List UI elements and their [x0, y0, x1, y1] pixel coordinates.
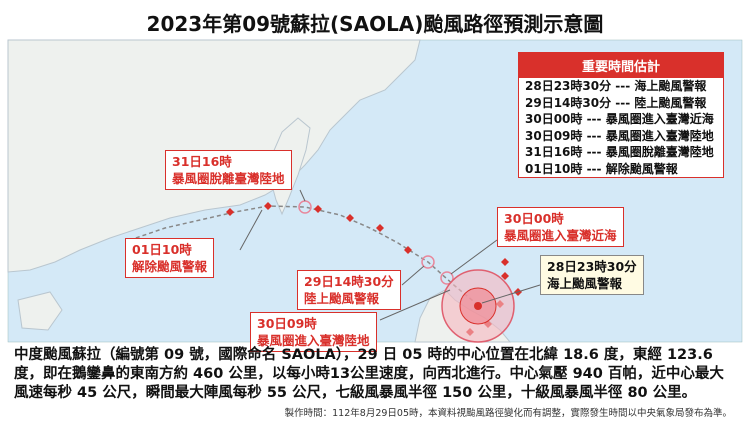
callout: 30日09時 暴風圈進入臺灣陸地: [250, 312, 377, 352]
callout-time: 30日00時: [504, 211, 564, 226]
callout-event: 解除颱風警報: [132, 259, 208, 274]
key-times: 重要時間估計 28日23時30分 --- 海上颱風警報 29日14時30分 --…: [518, 52, 724, 178]
callout-time: 29日14時30分: [304, 274, 394, 289]
footer: 製作時間：112年8月29日05時，本資料視颱風路徑變化而有調整，實際發生時間以…: [284, 408, 732, 419]
callout-time: 28日23時30分: [547, 259, 637, 274]
callout-event: 暴風圈進入臺灣近海: [504, 228, 617, 243]
callout: 30日00時 暴風圈進入臺灣近海: [497, 207, 624, 247]
callout-event: 海上颱風警報: [547, 276, 623, 291]
key-time: 28日23時30分 --- 海上颱風警報: [525, 79, 707, 93]
callout-event: 暴風圈進入臺灣陸地: [257, 333, 370, 348]
callout: 01日10時 解除颱風警報: [125, 238, 215, 278]
callout-event: 暴風圈脫離臺灣陸地: [172, 171, 285, 186]
description: 中度颱風蘇拉（編號第 09 號，國際命名 SAOLA），29 日 05 時的中心…: [14, 347, 724, 401]
key-time: 30日09時 --- 暴風圈進入臺灣陸地: [525, 128, 714, 143]
key-times-title: 重要時間估計: [519, 53, 723, 78]
callout-time: 31日16時: [172, 154, 232, 169]
callout: 28日23時30分 海上颱風警報: [540, 255, 644, 295]
key-time: 01日10時 --- 解除颱風警報: [525, 161, 678, 176]
key-time: 30日00時 --- 暴風圈進入臺灣近海: [525, 112, 714, 126]
callout-time: 30日09時: [257, 316, 317, 331]
key-time: 31日16時 --- 暴風圈脫離臺灣陸地: [525, 145, 714, 159]
callout: 29日14時30分 陸上颱風警報: [297, 270, 401, 310]
title: 2023年第09號蘇拉(SAOLA)颱風路徑預測示意圖: [146, 12, 604, 36]
callout-event: 陸上颱風警報: [304, 291, 380, 306]
key-time: 29日14時30分 --- 陸上颱風警報: [525, 95, 707, 110]
callout: 31日16時 暴風圈脫離臺灣陸地: [165, 150, 292, 190]
callout-time: 01日10時: [132, 242, 192, 257]
